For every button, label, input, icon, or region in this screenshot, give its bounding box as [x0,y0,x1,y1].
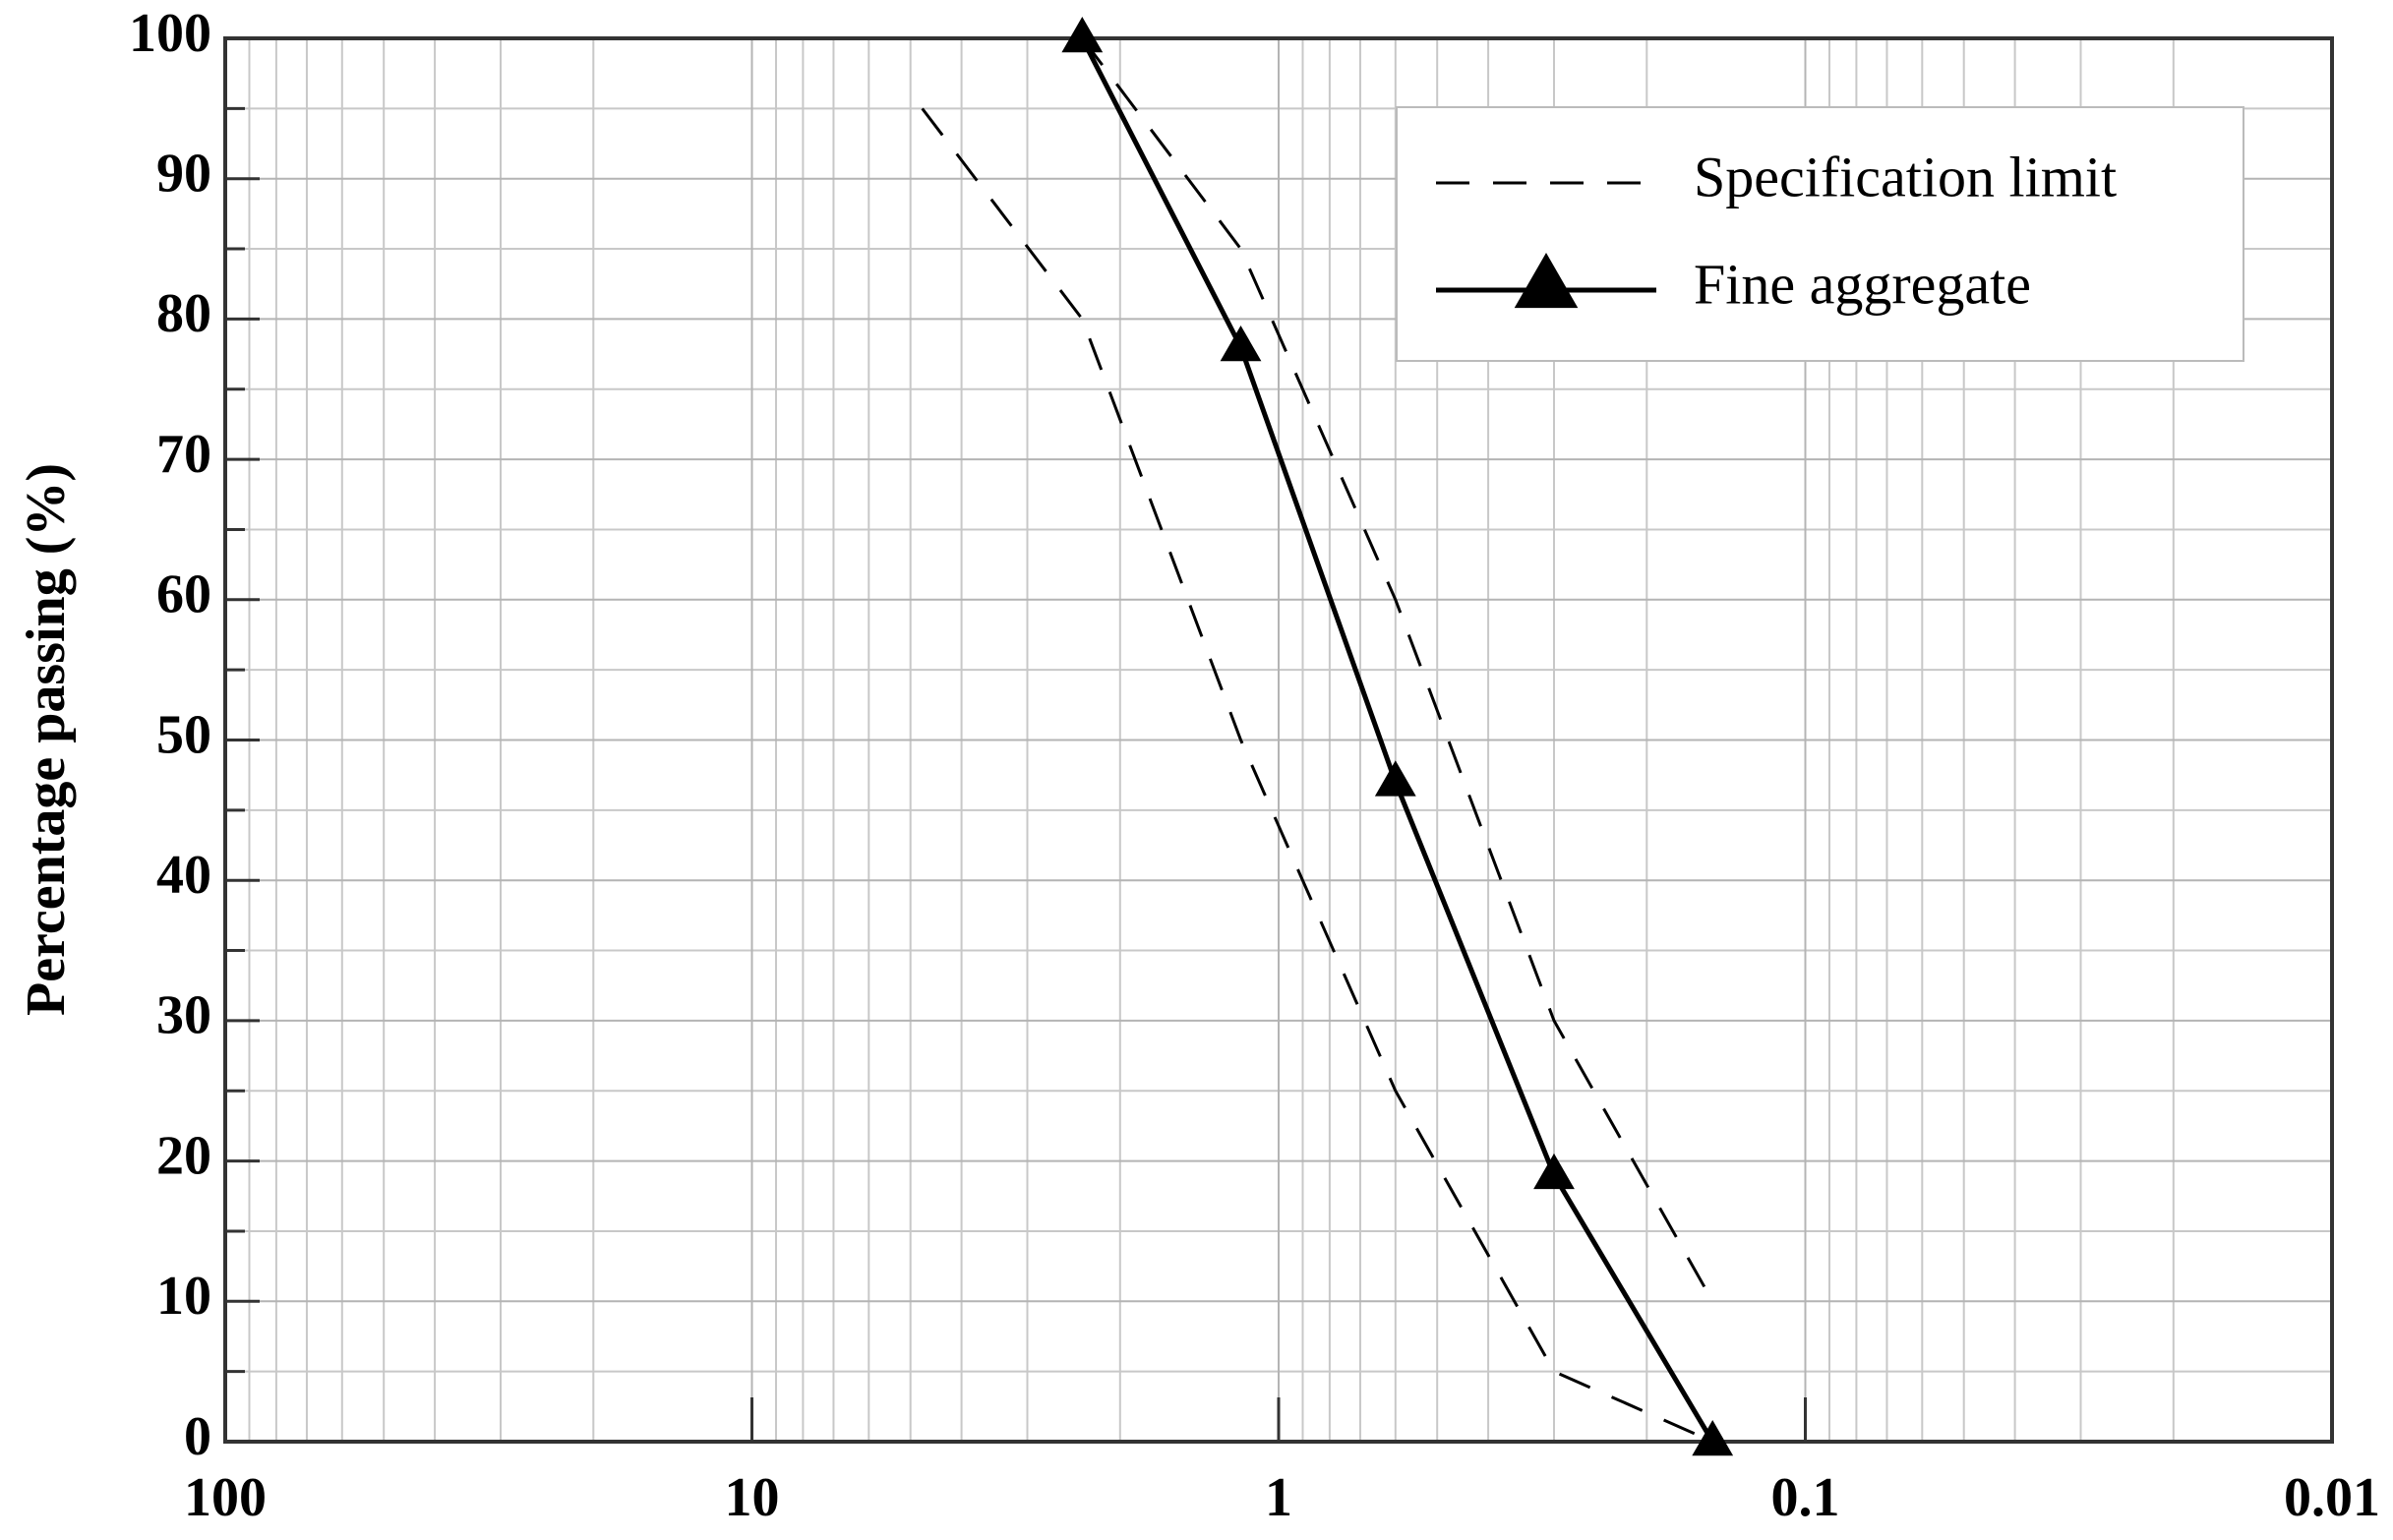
legend-marker [1514,253,1579,309]
y-tick-label: 90 [156,144,211,205]
legend-box [1396,106,2244,362]
plot-frame [223,36,2334,1444]
y-tick-label: 100 [129,3,211,64]
y-tick-label: 40 [156,845,211,906]
y-tick-label: 50 [156,704,211,765]
marker [1061,17,1104,53]
legend-label: Fine aggregate [1694,252,2031,316]
y-tick-label: 30 [156,985,211,1046]
x-tick-label: 10 [725,1467,780,1528]
line [1081,37,1714,1303]
y-tick-label: 80 [156,283,211,344]
y-tick-label: 10 [156,1266,211,1327]
x-tick-label: 0.1 [1771,1467,1840,1528]
marker [1533,1153,1575,1190]
line [921,107,1713,1444]
y-tick-label: 20 [156,1125,211,1186]
y-tick-label: 60 [156,564,211,625]
marker [1374,760,1416,797]
marker [1220,325,1262,362]
x-tick-label: 1 [1265,1467,1292,1528]
legend-label: Specification limit [1694,145,2117,208]
x-tick-label: 100 [184,1467,267,1528]
y-tick-label: 0 [184,1406,211,1467]
y-axis-label: Percentage passing (%) [16,463,77,1016]
marker [1692,1420,1734,1456]
x-tick-label: 0.01 [2284,1467,2380,1528]
y-tick-label: 70 [156,424,211,485]
